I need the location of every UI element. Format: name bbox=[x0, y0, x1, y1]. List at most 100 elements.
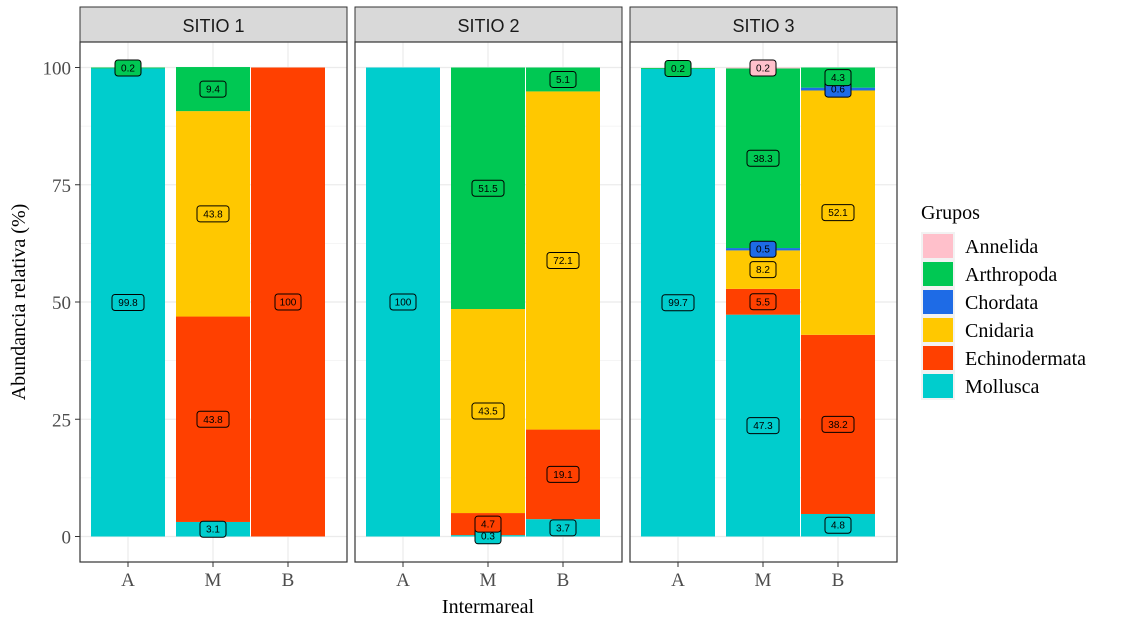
legend-item-arthropoda: Arthropoda bbox=[921, 260, 1057, 288]
strip-label: SITIO 3 bbox=[732, 16, 794, 36]
legend-key-swatch bbox=[923, 290, 953, 314]
data-label-text: 0.2 bbox=[121, 63, 135, 74]
data-label-text: 38.2 bbox=[828, 420, 848, 431]
data-label-box bbox=[664, 59, 692, 77]
data-label-text: 47.3 bbox=[753, 421, 773, 432]
data-label-text: 51.5 bbox=[478, 184, 498, 195]
data-label-text: 52.1 bbox=[828, 208, 848, 219]
x-tick-label: A bbox=[121, 570, 135, 591]
data-label-echinodermata: 4.7 bbox=[474, 515, 502, 533]
data-label-echinodermata: 19.1 bbox=[546, 465, 580, 483]
data-label-text: 38.3 bbox=[753, 154, 773, 165]
data-label-box bbox=[749, 293, 777, 311]
data-label-arthropoda: 51.5 bbox=[471, 179, 505, 197]
legend-item-chordata: Chordata bbox=[921, 288, 1038, 316]
data-label-box bbox=[749, 261, 777, 279]
x-tick-label: M bbox=[480, 570, 497, 591]
data-label-text: 43.8 bbox=[203, 415, 223, 426]
panel-sitio-2: SITIO 2 100 0.34.7 43.5 51.5 3.7 19.1 72.1 5.1 A M… bbox=[354, 6, 623, 591]
data-label-arthropoda: 0.2 bbox=[664, 59, 692, 77]
legend-key-swatch bbox=[923, 346, 953, 370]
data-labels: 99.7 0.2 47.3 5.5 8.2 0.5 38.3 0.2 4.8 38.2 52.1 0.… bbox=[661, 59, 855, 534]
data-label-box bbox=[274, 293, 302, 311]
data-label-box bbox=[749, 240, 777, 258]
strip-background bbox=[79, 6, 348, 43]
y-tick-label: 50 bbox=[52, 293, 71, 314]
legend-label: Cnidaria bbox=[965, 320, 1034, 342]
legend-key-swatch bbox=[923, 318, 953, 342]
data-label-cnidaria: 52.1 bbox=[821, 204, 855, 222]
legend-label: Echinodermata bbox=[965, 348, 1086, 370]
data-label-box bbox=[549, 519, 577, 537]
data-label-text: 0.6 bbox=[831, 85, 845, 96]
data-label-text: 4.7 bbox=[481, 520, 495, 531]
data-label-mollusca: 3.1 bbox=[199, 520, 227, 538]
data-label-box bbox=[199, 520, 227, 538]
x-tick-label: B bbox=[832, 570, 845, 591]
panel-sitio-3: SITIO 3 99.7 0.2 47.3 5.5 8.2 0.5 38.3 0.2 4.8 38.… bbox=[629, 6, 898, 591]
data-label-echinodermata: 100 bbox=[274, 293, 302, 311]
x-tick-label: M bbox=[755, 570, 772, 591]
data-label-box bbox=[821, 204, 855, 222]
data-label-text: 100 bbox=[280, 298, 297, 309]
data-label-text: 19.1 bbox=[553, 470, 573, 481]
y-axis: 0 25 50 75 100 bbox=[43, 59, 80, 549]
x-tick-label: A bbox=[671, 570, 685, 591]
legend-item-annelida: Annelida bbox=[921, 232, 1038, 260]
legend-item-echinodermata: Echinodermata bbox=[921, 344, 1086, 372]
data-label-text: 100 bbox=[395, 298, 412, 309]
data-label-box bbox=[546, 251, 580, 269]
data-label-chordata: 0.5 bbox=[749, 240, 777, 258]
data-label-arthropoda: 38.3 bbox=[746, 149, 780, 167]
data-label-text: 99.7 bbox=[668, 298, 688, 309]
data-label-box bbox=[474, 515, 502, 533]
data-label-box bbox=[824, 69, 852, 87]
bar-m bbox=[176, 67, 250, 537]
legend-label: Annelida bbox=[965, 236, 1038, 258]
panel-sitio-1: SITIO 1 99.8 0.2 3.1 43.8 43.8 9.4 100 A M B bbox=[79, 6, 348, 591]
data-label-box bbox=[111, 293, 145, 311]
data-label-mollusca: 4.8 bbox=[824, 516, 852, 534]
x-tick-label: M bbox=[205, 570, 222, 591]
legend-key-swatch bbox=[923, 262, 953, 286]
data-label-cnidaria: 72.1 bbox=[546, 251, 580, 269]
data-label-text: 5.5 bbox=[756, 297, 770, 308]
legend-label: Mollusca bbox=[965, 376, 1040, 398]
data-label-box bbox=[114, 59, 142, 77]
legend: Grupos Annelida Arthropoda Chordata Cnidari… bbox=[921, 202, 1086, 400]
legend-key-swatch bbox=[923, 374, 953, 398]
data-label-text: 43.5 bbox=[478, 407, 498, 418]
data-label-cnidaria: 8.2 bbox=[749, 261, 777, 279]
data-label-text: 0.2 bbox=[671, 64, 685, 75]
data-label-arthropoda: 4.3 bbox=[824, 69, 852, 87]
data-label-text: 8.2 bbox=[756, 265, 770, 276]
data-label-box bbox=[746, 417, 780, 435]
strip-label: SITIO 1 bbox=[182, 16, 244, 36]
data-label-echinodermata: 38.2 bbox=[821, 415, 855, 433]
data-label-text: 43.8 bbox=[203, 209, 223, 220]
y-tick-label: 100 bbox=[43, 59, 72, 80]
data-label-echinodermata: 43.8 bbox=[196, 410, 230, 428]
data-label-echinodermata: 5.5 bbox=[749, 293, 777, 311]
data-label-box bbox=[661, 294, 695, 312]
data-label-cnidaria: 43.8 bbox=[196, 205, 230, 223]
data-label-arthropoda: 0.2 bbox=[114, 59, 142, 77]
legend-key-swatch bbox=[923, 234, 953, 258]
bar-b bbox=[801, 67, 875, 537]
data-label-mollusca: 100 bbox=[389, 293, 417, 311]
legend-title: Grupos bbox=[921, 202, 980, 224]
legend-label: Arthropoda bbox=[965, 264, 1057, 286]
data-label-mollusca: 3.7 bbox=[549, 519, 577, 537]
x-tick-label: B bbox=[557, 570, 570, 591]
data-label-box bbox=[546, 465, 580, 483]
data-label-mollusca: 99.8 bbox=[111, 293, 145, 311]
data-labels: 100 0.34.7 43.5 51.5 3.7 19.1 72.1 5.1 bbox=[389, 70, 580, 545]
legend-item-mollusca: Mollusca bbox=[921, 372, 1040, 400]
y-axis-title: Abundancia relativa (%) bbox=[8, 204, 30, 401]
data-label-text: 3.7 bbox=[556, 523, 570, 534]
data-label-text: 4.8 bbox=[831, 521, 845, 532]
